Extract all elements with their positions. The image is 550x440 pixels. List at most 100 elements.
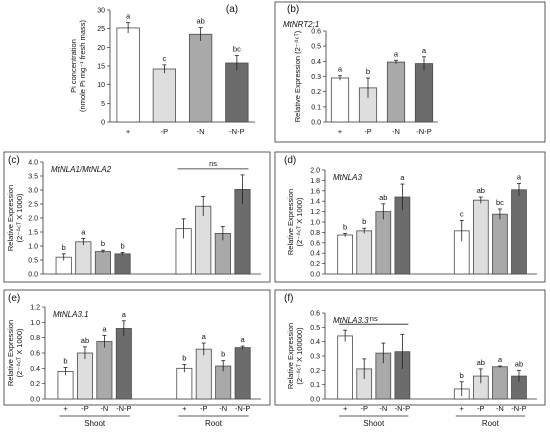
bar-+ (330, 77, 350, 123)
y-tick-label: 0.2 (311, 89, 321, 96)
y-tick-label: 0.1 (310, 382, 320, 389)
x-tick-label: + (126, 127, 131, 136)
y-axis-title: Relative Expression (286, 189, 295, 255)
y-tick-label: 0.2 (310, 368, 320, 375)
significance-letter: c (460, 209, 464, 218)
bar--N (386, 61, 406, 123)
y-tick-label: 1.0 (310, 220, 320, 227)
y-tick-label: 1.4 (310, 199, 320, 206)
panel-label: (b) (287, 4, 299, 15)
x-tick-label: -N (392, 127, 400, 136)
y-tick-label: 0.3 (311, 74, 321, 81)
panel-label: (c) (8, 155, 20, 166)
panel-frame (3, 289, 271, 406)
x-tick-label: -N (379, 404, 387, 413)
x-tick-label: -N (197, 127, 205, 136)
y-tick-label: 0.0 (28, 272, 38, 279)
significance-letter: ab (379, 193, 387, 202)
bar-+ (116, 27, 140, 123)
y-tick-label: 30 (97, 8, 105, 15)
gene-name: MtNLA3 (333, 173, 362, 182)
significance-letter: b (101, 239, 105, 248)
panel-a: (a) 0 5 10 15 20 25 30 Pi concentration (nmole Pi… (69, 4, 255, 136)
bar-+ (176, 367, 193, 400)
y-tick-label: 1.6 (310, 188, 320, 195)
significance-letter: a (126, 12, 131, 21)
y-tick-label: 1.2 (310, 209, 320, 216)
significance-letter: ab (515, 359, 523, 368)
bar--P (76, 352, 93, 400)
y-tick-label: 0.2 (310, 261, 320, 268)
bar--N-P (114, 253, 131, 275)
y-tick-label: 0.4 (311, 59, 321, 66)
y-tick-label: 10 (97, 82, 105, 89)
bar--P (195, 348, 212, 400)
y-axis-title: (2⁻ᐞᶜᵀ X 1000) (15, 193, 24, 242)
panel-c: (c) MtNLA1/MtNLA2 0.0 0.5 1.0 1.5 2.0 2.5 3.0 3.5… (3, 151, 271, 283)
y-tick-label: 5 (101, 101, 105, 108)
y-tick-label: 0.5 (28, 258, 38, 265)
y-axis-title: Relative Expression (2⁻ᐞᶜᵀ) (293, 30, 302, 122)
y-tick-label: 20 (97, 45, 105, 52)
panel-label: (e) (8, 293, 20, 304)
significance-letter: a (122, 310, 127, 319)
group-label: Root (205, 419, 223, 428)
y-tick-label: 1.8 (310, 178, 320, 185)
y-tick-label: 1.2 (30, 305, 40, 312)
bar--N (375, 211, 392, 275)
bar-+ (337, 234, 353, 275)
bar--N (188, 33, 213, 123)
gene-name: MtNRT2;1 (283, 20, 319, 29)
x-tick-label: -N-P (229, 127, 244, 136)
significance-letter: b (120, 241, 124, 250)
y-tick-label: 0.5 (311, 44, 321, 51)
y-tick-label: 25 (97, 26, 105, 33)
significance-letter: ab (196, 17, 204, 26)
x-tick-label: -P (200, 404, 208, 413)
significance-letter: a (517, 173, 522, 182)
x-tick-label: -N-P (416, 127, 431, 136)
group-label: Shoot (84, 419, 106, 428)
significance-letter: b (182, 354, 186, 363)
x-tick-label: + (460, 404, 465, 413)
significance-letter: b (460, 371, 464, 380)
bar--N-P (115, 328, 132, 400)
panel-e: (e) MtNLA3.1 0.0 0.2 0.4 0.6 0.8 1.0 1.2 Relative… (3, 289, 271, 428)
bar--N (96, 341, 113, 400)
significance-letter: a (422, 46, 427, 55)
y-tick-label: 0.4 (310, 339, 320, 346)
x-tick-label: -P (477, 404, 485, 413)
y-tick-label: 0.3 (310, 354, 320, 361)
y-axis-title: Relative Expression (6, 320, 15, 386)
x-tick-label: + (338, 127, 343, 136)
y-tick-label: 15 (97, 64, 105, 71)
panel-d: (d) MtNLA3 0.0 0.2 0.4 0.6 0.8 1.0 1.2 1.4 1.6 1.8 2… (274, 151, 546, 283)
significance-letter: a (400, 173, 405, 182)
panel-label: (d) (284, 155, 296, 166)
y-tick-label: 0.0 (310, 272, 320, 279)
x-tick-label: -N-P (511, 404, 526, 413)
significance-letter: a (241, 335, 246, 344)
y-axis-title: Pi concentration (69, 39, 78, 93)
panel-label: (f) (284, 293, 293, 304)
significance-letter: b (62, 243, 66, 252)
panel-frame (3, 151, 271, 283)
x-tick-label: -N-P (116, 404, 131, 413)
bar--N (94, 251, 112, 275)
panel-frame (274, 151, 546, 283)
bar--N-P (234, 347, 251, 400)
x-tick-label: + (343, 404, 348, 413)
x-tick-label: + (182, 404, 187, 413)
y-tick-label: 0.8 (30, 335, 40, 342)
y-tick-label: 0.6 (310, 240, 320, 247)
bar--P (472, 199, 489, 275)
x-tick-label: -P (81, 404, 89, 413)
y-axis-title: (2⁻ᐞᶜᵀ X 100000) (295, 327, 304, 385)
significance-letter: a (202, 332, 207, 341)
significance-letter: a (81, 227, 86, 236)
x-tick-label: -N (496, 404, 504, 413)
y-tick-label: 4.0 (28, 160, 38, 167)
gene-name: MtNLA3.3 (333, 316, 369, 325)
ns-label: ns (370, 314, 378, 323)
